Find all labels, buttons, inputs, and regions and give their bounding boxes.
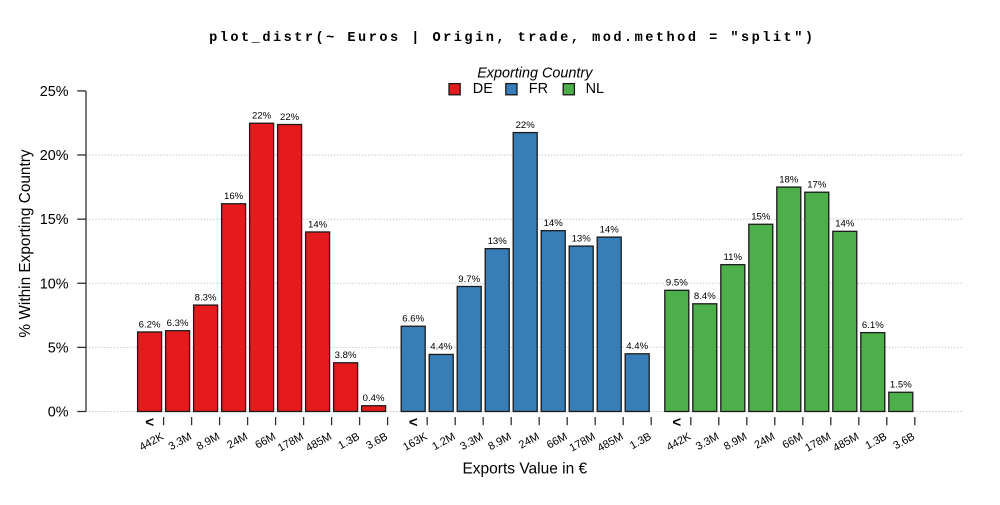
svg-text:Exports Value in €: Exports Value in € (462, 461, 587, 478)
svg-text:<: < (409, 414, 418, 431)
svg-text:15%: 15% (40, 212, 69, 228)
svg-text:DE: DE (473, 81, 493, 97)
svg-text:5%: 5% (48, 340, 69, 356)
svg-text:6.3%: 6.3% (167, 318, 189, 329)
svg-text:14%: 14% (544, 218, 564, 229)
svg-text:25%: 25% (40, 84, 69, 100)
svg-text:15%: 15% (751, 212, 771, 223)
svg-text:3.8%: 3.8% (335, 350, 357, 361)
svg-text:22%: 22% (280, 112, 300, 123)
svg-text:0%: 0% (48, 405, 69, 421)
svg-text:20%: 20% (40, 148, 69, 164)
svg-text:6.2%: 6.2% (139, 319, 161, 330)
svg-text:13%: 13% (572, 233, 592, 244)
svg-text:8.3%: 8.3% (195, 292, 217, 303)
svg-text:4.4%: 4.4% (430, 342, 452, 353)
svg-text:8.4%: 8.4% (694, 291, 716, 302)
svg-text:NL: NL (586, 81, 604, 97)
svg-text:22%: 22% (516, 120, 536, 131)
svg-text:11%: 11% (724, 252, 743, 263)
svg-text:10%: 10% (40, 276, 69, 292)
svg-text:17%: 17% (807, 180, 827, 191)
svg-text:Exporting Country: Exporting Country (477, 66, 593, 82)
svg-text:<: < (145, 414, 154, 431)
svg-text:14%: 14% (600, 224, 620, 235)
svg-text:6.6%: 6.6% (402, 314, 424, 325)
svg-text:16%: 16% (224, 191, 244, 202)
svg-text:14%: 14% (308, 219, 328, 230)
svg-text:14%: 14% (835, 219, 855, 230)
svg-text:plot_distr(~ Euros | Origin, t: plot_distr(~ Euros | Origin, trade, mod.… (209, 31, 815, 46)
svg-text:9.5%: 9.5% (666, 278, 688, 289)
svg-text:13%: 13% (488, 236, 508, 247)
svg-text:1.5%: 1.5% (890, 380, 912, 391)
svg-text:% Within Exporting Country: % Within Exporting Country (17, 149, 34, 337)
svg-text:6.1%: 6.1% (862, 320, 884, 331)
svg-text:0.4%: 0.4% (363, 393, 385, 404)
svg-text:9.7%: 9.7% (458, 274, 480, 285)
svg-text:22%: 22% (252, 111, 272, 122)
svg-text:<: < (672, 414, 681, 431)
svg-text:4.4%: 4.4% (626, 341, 648, 352)
svg-text:18%: 18% (779, 174, 799, 185)
svg-text:FR: FR (529, 81, 548, 97)
